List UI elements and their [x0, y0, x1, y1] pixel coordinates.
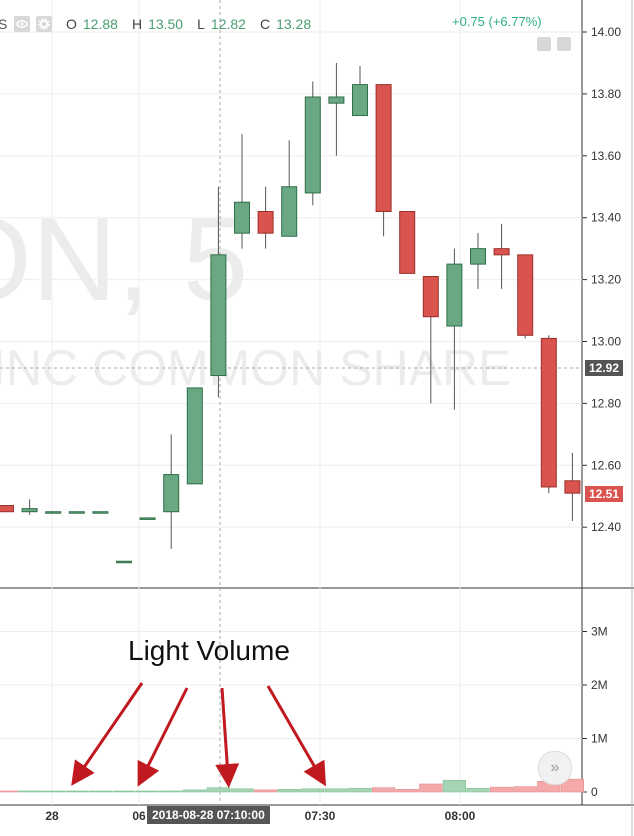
candle-body	[328, 96, 345, 104]
annotation-arrow	[137, 687, 189, 787]
arrow-up-icon[interactable]	[557, 37, 571, 51]
candle-body	[352, 84, 368, 117]
candle-body	[163, 474, 180, 513]
volume-bar	[324, 788, 349, 793]
volume-bar	[65, 790, 89, 793]
volume-bar	[419, 783, 443, 793]
volume-bar	[560, 778, 584, 793]
ohlc-close-key: C	[259, 16, 271, 32]
candle-body	[68, 511, 85, 514]
volume-bar	[254, 789, 278, 793]
ohlc-low-key: L	[197, 16, 205, 32]
volume-bar	[395, 789, 419, 793]
candle-body	[92, 511, 109, 514]
ohlc-high-key: H	[131, 16, 143, 32]
candle-body	[0, 505, 14, 513]
candle-body	[564, 480, 581, 494]
annotation-arrow	[266, 685, 327, 787]
time-tick-label: 06	[132, 809, 146, 823]
volume-bar	[442, 779, 467, 793]
chart-header: S O 12.88 H 13.50 L 12.82 C 13.28	[0, 12, 319, 36]
price-tick-label: 13.20	[591, 273, 621, 287]
fast-forward-icon[interactable]: »	[538, 751, 572, 785]
price-tick-label: 12.60	[591, 458, 621, 472]
ohlc-open-key: O	[66, 16, 77, 32]
candle-body	[540, 337, 557, 488]
candle-body	[375, 84, 392, 213]
crosshair-price-tag: 12.92	[585, 360, 624, 376]
candle-body	[470, 248, 486, 265]
symbol-label[interactable]: S	[0, 16, 8, 32]
price-tick-label: 13.60	[591, 149, 621, 163]
ohlc-high-value: 13.50	[148, 16, 184, 32]
volume-tick-label: 2M	[591, 678, 608, 692]
volume-bar	[301, 788, 325, 793]
price-tick-label: 12.40	[591, 520, 621, 534]
watermark-ticker: ON, 5	[0, 194, 248, 326]
price-tick-label: 14.00	[591, 25, 621, 39]
candle-body	[493, 248, 510, 256]
volume-bar	[371, 787, 396, 793]
volume-bar	[159, 790, 183, 793]
volume-bar	[41, 790, 65, 793]
volume-bar	[277, 789, 301, 793]
price-tick-label: 12.80	[591, 396, 621, 410]
volume-bar	[348, 787, 372, 793]
volume-bar	[0, 790, 18, 793]
volume-bar	[112, 790, 136, 793]
volume-bar	[183, 789, 207, 793]
volume-tick-label: 3M	[591, 625, 608, 639]
candle-body	[186, 387, 203, 485]
candle-body	[45, 511, 62, 514]
volume-bar	[88, 790, 112, 793]
ohlc-open-value: 12.88	[82, 16, 118, 32]
price-tick-label: 13.80	[591, 87, 621, 101]
candle-body	[517, 254, 534, 336]
volume-bar	[17, 790, 42, 793]
volume-tick-label: 0	[591, 785, 598, 799]
candle-body	[21, 508, 38, 513]
price-change: +0.75 (+6.77%)	[452, 14, 542, 29]
candle-body	[422, 276, 439, 318]
eye-icon[interactable]	[14, 16, 30, 32]
candle-body	[281, 186, 298, 237]
candle-body	[304, 96, 321, 194]
time-tick-label: 08:00	[445, 809, 476, 823]
volume-tick-label: 1M	[591, 732, 608, 746]
ohlc-low-value: 12.82	[210, 16, 246, 32]
candle-body	[257, 211, 274, 234]
volume-bar	[206, 787, 231, 793]
annotation-arrow	[71, 682, 144, 786]
candle-body	[210, 254, 227, 377]
annotation-label: Light Volume	[128, 635, 290, 666]
gear-icon[interactable]	[36, 16, 52, 32]
ohlc-readout: O 12.88 H 13.50 L 12.82 C 13.28	[66, 16, 319, 32]
arrow-down-icon[interactable]	[537, 37, 551, 51]
volume-bar	[230, 788, 254, 793]
time-tick-label: 07:30	[305, 809, 336, 823]
volume-bar	[136, 790, 160, 793]
ohlc-close-value: 13.28	[276, 16, 312, 32]
price-tick-label: 13.00	[591, 335, 621, 349]
volume-bar	[513, 786, 537, 793]
candle-body	[234, 201, 250, 234]
price-tick-label: 13.40	[591, 211, 621, 225]
volume-bar	[466, 787, 490, 793]
time-tick-label: 28	[45, 809, 59, 823]
crosshair-time-tag: 2018-08-28 07:10:00	[147, 806, 270, 824]
candle-body	[139, 517, 156, 520]
annotation-arrow	[215, 687, 240, 788]
candle-body	[399, 211, 416, 274]
last-price-tag: 12.51	[585, 486, 624, 502]
candle-body	[116, 560, 132, 564]
volume-bar	[489, 786, 514, 793]
candle-body	[446, 263, 463, 327]
